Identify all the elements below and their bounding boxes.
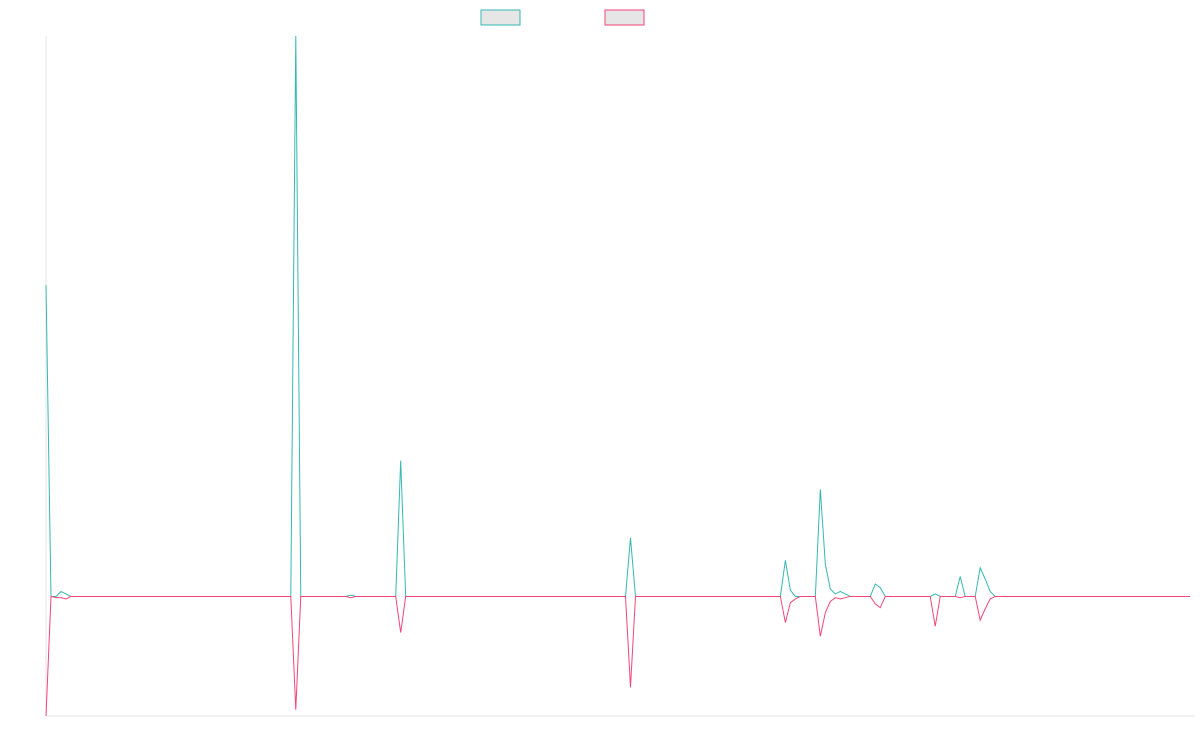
series-line-2: [45, 595, 1190, 717]
series-layer: [45, 35, 1190, 717]
legend[interactable]: [480, 9, 645, 26]
series-line-1: [45, 35, 1190, 597]
legend-swatch-1[interactable]: [480, 9, 521, 26]
legend-swatch-2[interactable]: [604, 9, 645, 26]
